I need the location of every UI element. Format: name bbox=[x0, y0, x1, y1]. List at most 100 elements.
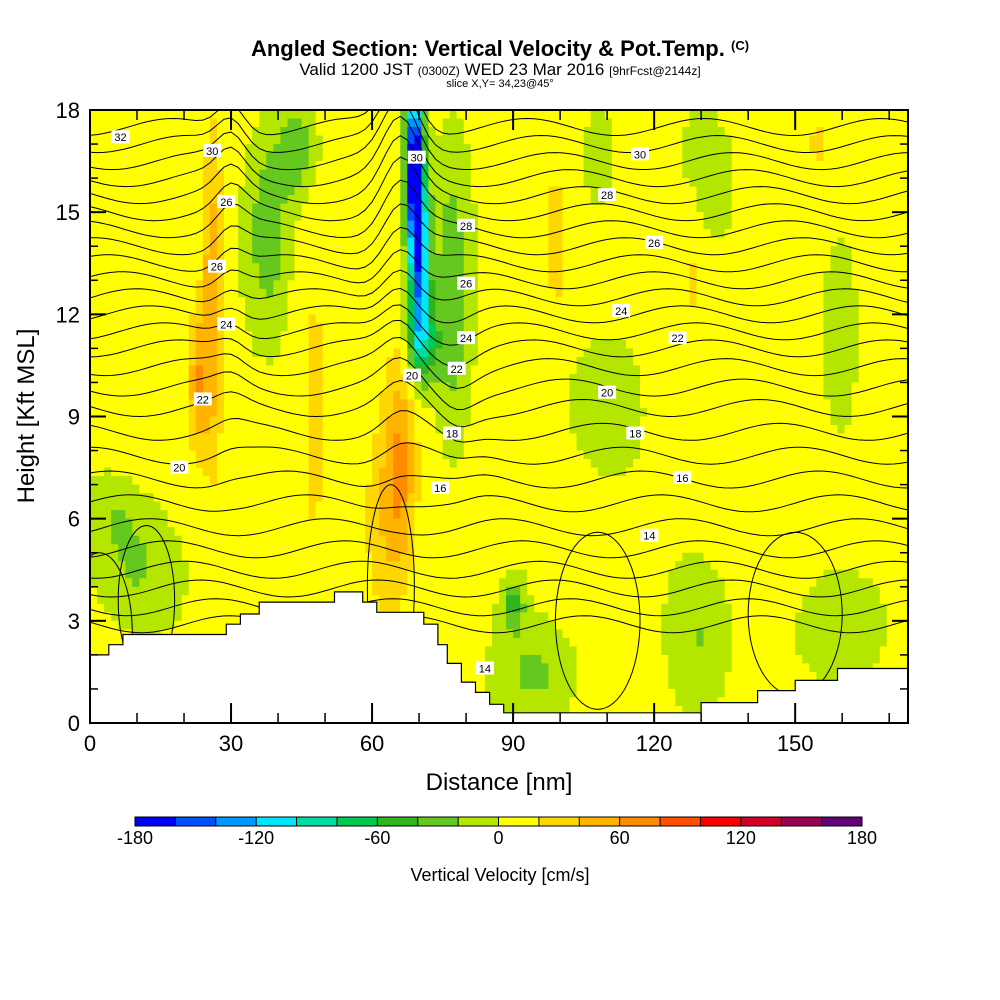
velocity-cell bbox=[435, 433, 444, 443]
velocity-cell bbox=[336, 212, 345, 222]
velocity-cell bbox=[809, 339, 817, 349]
velocity-cell bbox=[188, 152, 197, 162]
velocity-cell bbox=[414, 467, 423, 477]
velocity-cell bbox=[449, 382, 458, 392]
velocity-cell bbox=[576, 110, 585, 120]
velocity-cell bbox=[788, 365, 796, 375]
velocity-cell bbox=[308, 127, 317, 137]
velocity-cell bbox=[153, 297, 162, 307]
velocity-cell bbox=[329, 161, 338, 171]
velocity-cell bbox=[104, 263, 112, 273]
velocity-cell bbox=[654, 118, 662, 128]
velocity-cell bbox=[731, 127, 740, 137]
velocity-cell bbox=[484, 459, 493, 469]
velocity-cell bbox=[555, 425, 564, 435]
velocity-cell bbox=[632, 212, 641, 222]
velocity-cell bbox=[625, 416, 634, 426]
velocity-cell bbox=[118, 450, 126, 460]
velocity-cell bbox=[139, 339, 148, 349]
velocity-cell bbox=[456, 135, 465, 145]
velocity-cell bbox=[111, 178, 119, 188]
velocity-cell bbox=[647, 263, 655, 273]
velocity-cell bbox=[816, 246, 824, 256]
velocity-cell bbox=[865, 161, 874, 171]
velocity-cell bbox=[245, 297, 253, 307]
velocity-cell bbox=[428, 425, 437, 435]
velocity-cell bbox=[625, 331, 634, 341]
velocity-cell bbox=[245, 263, 253, 273]
velocity-cell bbox=[844, 450, 853, 460]
velocity-cell bbox=[661, 331, 669, 341]
velocity-cell bbox=[661, 144, 669, 154]
velocity-cell bbox=[506, 237, 514, 247]
velocity-cell bbox=[766, 271, 775, 281]
velocity-cell bbox=[231, 407, 239, 418]
velocity-cell bbox=[188, 356, 197, 367]
velocity-cell bbox=[823, 280, 832, 290]
velocity-cell bbox=[118, 425, 126, 435]
velocity-cell bbox=[858, 110, 867, 120]
velocity-cell bbox=[435, 382, 444, 392]
velocity-cell bbox=[689, 348, 698, 358]
velocity-cell bbox=[308, 237, 317, 247]
velocity-cell bbox=[329, 152, 338, 162]
velocity-cell bbox=[223, 203, 232, 213]
velocity-cell bbox=[216, 297, 225, 307]
velocity-cell bbox=[118, 399, 126, 409]
velocity-cell bbox=[336, 152, 345, 162]
velocity-cell bbox=[731, 135, 740, 145]
velocity-cell bbox=[675, 186, 683, 196]
velocity-cell bbox=[491, 365, 500, 375]
velocity-cell bbox=[153, 169, 162, 179]
velocity-cell bbox=[731, 271, 740, 281]
velocity-cell bbox=[675, 314, 683, 324]
velocity-cell bbox=[357, 305, 366, 315]
velocity-cell bbox=[421, 339, 430, 349]
velocity-cell bbox=[104, 254, 112, 264]
velocity-cell bbox=[893, 280, 902, 290]
velocity-cell bbox=[717, 425, 726, 435]
velocity-cell bbox=[900, 178, 908, 188]
velocity-cell bbox=[428, 339, 437, 349]
velocity-cell bbox=[223, 280, 232, 290]
velocity-cell bbox=[167, 246, 176, 256]
velocity-cell bbox=[428, 467, 437, 477]
velocity-cell bbox=[167, 135, 176, 145]
velocity-cell bbox=[365, 399, 373, 409]
velocity-cell bbox=[407, 280, 415, 290]
velocity-cell bbox=[315, 322, 324, 332]
velocity-cell bbox=[421, 144, 430, 154]
velocity-cell bbox=[146, 339, 155, 349]
velocity-cell bbox=[280, 339, 289, 349]
velocity-cell bbox=[132, 416, 140, 426]
velocity-cell bbox=[618, 220, 627, 230]
velocity-cell bbox=[766, 305, 775, 315]
velocity-cell bbox=[823, 110, 832, 120]
velocity-cell bbox=[604, 356, 613, 367]
velocity-cell bbox=[576, 348, 585, 358]
velocity-cell bbox=[893, 161, 902, 171]
velocity-cell bbox=[795, 186, 803, 196]
velocity-cell bbox=[329, 229, 338, 239]
velocity-cell bbox=[534, 203, 542, 213]
velocity-cell bbox=[223, 416, 232, 426]
velocity-cell bbox=[618, 169, 627, 179]
velocity-cell bbox=[329, 373, 338, 384]
velocity-cell bbox=[477, 314, 486, 324]
velocity-cell bbox=[97, 161, 105, 171]
velocity-cell bbox=[527, 254, 535, 264]
velocity-cell bbox=[816, 331, 824, 341]
velocity-cell bbox=[252, 416, 260, 426]
velocity-cell bbox=[167, 407, 176, 418]
velocity-cell bbox=[837, 152, 846, 162]
velocity-cell bbox=[372, 314, 380, 324]
velocity-cell bbox=[858, 373, 867, 384]
velocity-cell bbox=[717, 271, 726, 281]
velocity-cell bbox=[548, 237, 557, 247]
velocity-cell bbox=[583, 390, 592, 401]
velocity-cell bbox=[774, 297, 782, 307]
velocity-cell bbox=[280, 356, 289, 367]
velocity-cell bbox=[618, 348, 627, 358]
velocity-cell bbox=[322, 407, 331, 418]
velocity-cell bbox=[745, 186, 754, 196]
